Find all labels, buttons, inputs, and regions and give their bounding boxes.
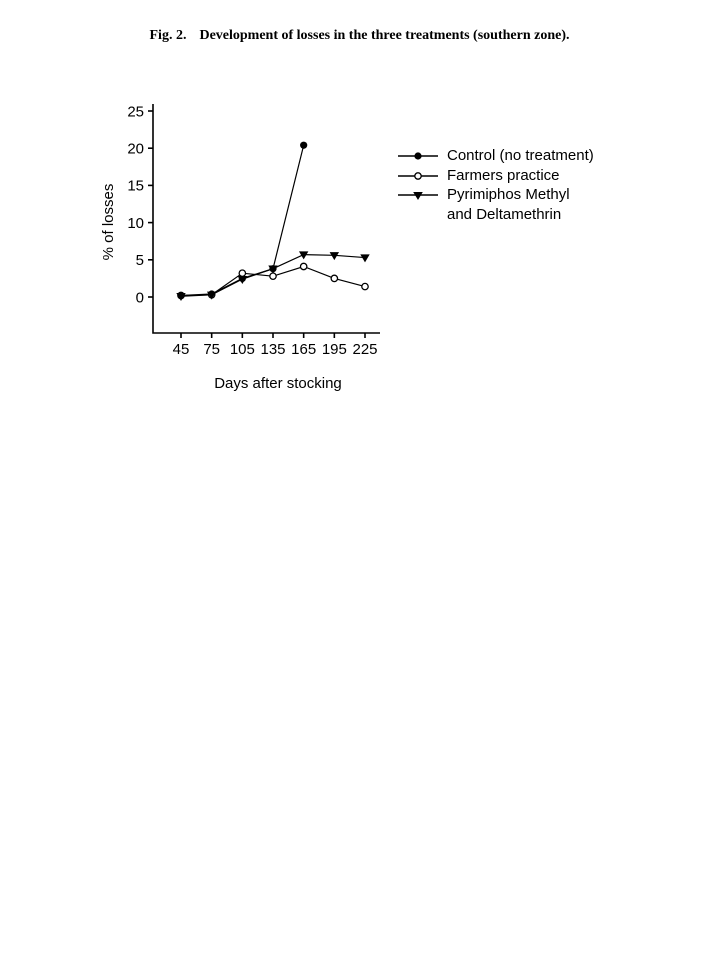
x-axis-title: Days after stocking xyxy=(214,375,342,392)
data-point xyxy=(206,291,217,300)
legend-label: Control (no treatment) xyxy=(447,147,594,164)
data-point xyxy=(300,141,308,149)
legend-label-line-1: Pyrimiphos Methyl xyxy=(447,186,570,203)
filled-triangle-down-line-icon xyxy=(398,192,438,200)
x-tick-label: 75 xyxy=(203,341,220,358)
x-tick-label: 165 xyxy=(291,341,316,358)
y-tick-label: 15 xyxy=(127,178,144,195)
figure-number: Fig. 2. xyxy=(149,28,187,43)
x-tick-label: 225 xyxy=(352,341,377,358)
legend-item-farmers-practice: Farmers practice xyxy=(398,166,594,186)
series-3 xyxy=(176,251,370,302)
data-point xyxy=(268,265,278,274)
legend-label-line-2: and Deltamethrin xyxy=(447,205,562,223)
data-point xyxy=(237,275,248,284)
legend-item-pyrimiphos: Pyrimiphos Methyl and Deltamethrin xyxy=(398,185,594,224)
figure-caption: Fig. 2. Development of losses in the thre… xyxy=(0,28,719,44)
x-tick-label: 135 xyxy=(260,341,285,358)
line-chart: 0 5 10 15 20 25 45 75 105 135 165 195 225 Days after … xyxy=(100,103,380,392)
data-point xyxy=(299,262,308,271)
x-tick-label: 45 xyxy=(173,341,190,358)
data-point xyxy=(329,252,340,261)
figure-title: Development of losses in the three treat… xyxy=(199,28,570,43)
data-point xyxy=(176,293,186,302)
x-tick-label: 195 xyxy=(322,341,347,358)
y-tick-label: 5 xyxy=(136,252,144,269)
legend-label: Farmers practice xyxy=(447,166,560,184)
data-point xyxy=(360,254,370,263)
open-circle-line-icon xyxy=(398,171,438,180)
axes xyxy=(152,104,380,334)
data-point xyxy=(238,269,247,278)
data-point xyxy=(330,274,339,283)
legend: Control (no treatment) Farmers practice … xyxy=(398,146,594,224)
data-point xyxy=(361,282,369,291)
filled-circle-line-icon xyxy=(398,152,438,160)
y-tick-label: 10 xyxy=(127,215,144,232)
data-point xyxy=(298,251,309,260)
x-tick-label: 105 xyxy=(230,341,255,358)
y-tick-label: 0 xyxy=(136,289,144,306)
legend-item-control: Control (no treatment) xyxy=(398,146,594,166)
y-tick-label: 20 xyxy=(127,140,144,157)
y-axis-title: % of losses xyxy=(100,184,117,261)
data-point xyxy=(269,272,277,281)
y-tick-label: 25 xyxy=(127,103,144,120)
